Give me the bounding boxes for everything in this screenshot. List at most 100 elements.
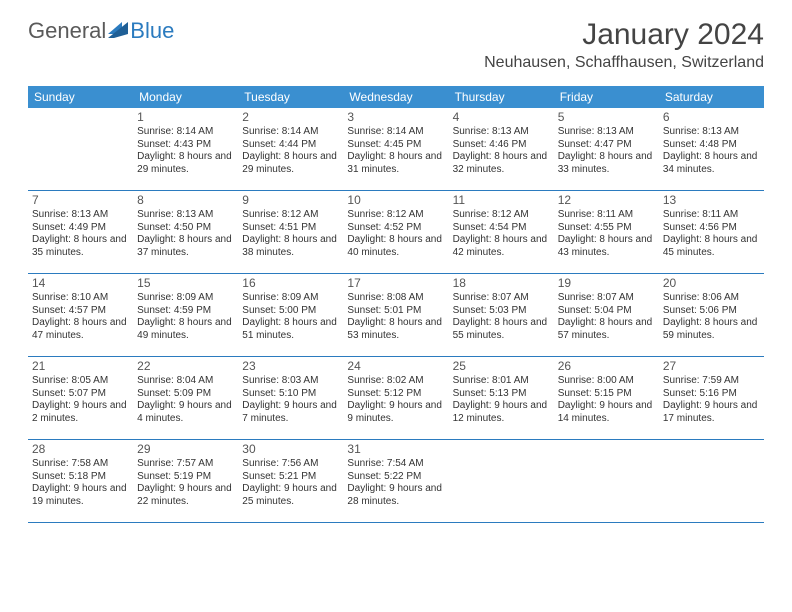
sunset-line: Sunset: 5:03 PM: [453, 305, 550, 318]
day-cell: 23Sunrise: 8:03 AMSunset: 5:10 PMDayligh…: [238, 357, 343, 439]
sunrise-line: Sunrise: 8:12 AM: [242, 209, 339, 222]
sunset-line: Sunset: 5:10 PM: [242, 388, 339, 401]
day-number: 13: [663, 193, 760, 208]
sunrise-line: Sunrise: 8:12 AM: [453, 209, 550, 222]
day-number: 24: [347, 359, 444, 374]
daylight-line: Daylight: 9 hours and 7 minutes.: [242, 400, 339, 425]
sunset-line: Sunset: 4:50 PM: [137, 222, 234, 235]
daylight-line: Daylight: 8 hours and 55 minutes.: [453, 317, 550, 342]
sunset-line: Sunset: 4:48 PM: [663, 139, 760, 152]
sunrise-line: Sunrise: 8:14 AM: [242, 126, 339, 139]
day-cell: 16Sunrise: 8:09 AMSunset: 5:00 PMDayligh…: [238, 274, 343, 356]
daylight-line: Daylight: 9 hours and 14 minutes.: [558, 400, 655, 425]
week-row: 28Sunrise: 7:58 AMSunset: 5:18 PMDayligh…: [28, 440, 764, 523]
day-number: 19: [558, 276, 655, 291]
sunset-line: Sunset: 4:59 PM: [137, 305, 234, 318]
month-title: January 2024: [484, 18, 764, 52]
daylight-line: Daylight: 8 hours and 53 minutes.: [347, 317, 444, 342]
day-cell: [554, 440, 659, 522]
day-number: 5: [558, 110, 655, 125]
sunrise-line: Sunrise: 8:00 AM: [558, 375, 655, 388]
sunset-line: Sunset: 5:15 PM: [558, 388, 655, 401]
sunrise-line: Sunrise: 8:08 AM: [347, 292, 444, 305]
sunset-line: Sunset: 5:06 PM: [663, 305, 760, 318]
day-cell: 27Sunrise: 7:59 AMSunset: 5:16 PMDayligh…: [659, 357, 764, 439]
day-cell: [449, 440, 554, 522]
daylight-line: Daylight: 8 hours and 47 minutes.: [32, 317, 129, 342]
day-cell: 30Sunrise: 7:56 AMSunset: 5:21 PMDayligh…: [238, 440, 343, 522]
day-cell: 22Sunrise: 8:04 AMSunset: 5:09 PMDayligh…: [133, 357, 238, 439]
week-row: 1Sunrise: 8:14 AMSunset: 4:43 PMDaylight…: [28, 108, 764, 191]
day-cell: 10Sunrise: 8:12 AMSunset: 4:52 PMDayligh…: [343, 191, 448, 273]
day-cell: 3Sunrise: 8:14 AMSunset: 4:45 PMDaylight…: [343, 108, 448, 190]
day-cell: 8Sunrise: 8:13 AMSunset: 4:50 PMDaylight…: [133, 191, 238, 273]
flag-icon: [108, 22, 130, 40]
sunset-line: Sunset: 4:56 PM: [663, 222, 760, 235]
day-header-row: SundayMondayTuesdayWednesdayThursdayFrid…: [28, 86, 764, 108]
day-cell: [28, 108, 133, 190]
daylight-line: Daylight: 9 hours and 17 minutes.: [663, 400, 760, 425]
day-number: 8: [137, 193, 234, 208]
day-cell: 13Sunrise: 8:11 AMSunset: 4:56 PMDayligh…: [659, 191, 764, 273]
daylight-line: Daylight: 8 hours and 33 minutes.: [558, 151, 655, 176]
sunset-line: Sunset: 4:44 PM: [242, 139, 339, 152]
sunset-line: Sunset: 5:16 PM: [663, 388, 760, 401]
daylight-line: Daylight: 9 hours and 12 minutes.: [453, 400, 550, 425]
sunrise-line: Sunrise: 8:11 AM: [663, 209, 760, 222]
day-number: 1: [137, 110, 234, 125]
day-number: 12: [558, 193, 655, 208]
day-header: Saturday: [659, 86, 764, 108]
sunset-line: Sunset: 5:07 PM: [32, 388, 129, 401]
sunrise-line: Sunrise: 8:14 AM: [347, 126, 444, 139]
sunrise-line: Sunrise: 8:03 AM: [242, 375, 339, 388]
sunrise-line: Sunrise: 7:59 AM: [663, 375, 760, 388]
day-number: 31: [347, 442, 444, 457]
day-cell: 5Sunrise: 8:13 AMSunset: 4:47 PMDaylight…: [554, 108, 659, 190]
day-cell: 7Sunrise: 8:13 AMSunset: 4:49 PMDaylight…: [28, 191, 133, 273]
day-cell: 1Sunrise: 8:14 AMSunset: 4:43 PMDaylight…: [133, 108, 238, 190]
daylight-line: Daylight: 8 hours and 40 minutes.: [347, 234, 444, 259]
daylight-line: Daylight: 8 hours and 49 minutes.: [137, 317, 234, 342]
day-header: Tuesday: [238, 86, 343, 108]
day-number: 28: [32, 442, 129, 457]
sunset-line: Sunset: 5:13 PM: [453, 388, 550, 401]
day-cell: 20Sunrise: 8:06 AMSunset: 5:06 PMDayligh…: [659, 274, 764, 356]
sunset-line: Sunset: 5:01 PM: [347, 305, 444, 318]
day-cell: 17Sunrise: 8:08 AMSunset: 5:01 PMDayligh…: [343, 274, 448, 356]
sunset-line: Sunset: 5:21 PM: [242, 471, 339, 484]
day-cell: 24Sunrise: 8:02 AMSunset: 5:12 PMDayligh…: [343, 357, 448, 439]
sunset-line: Sunset: 4:43 PM: [137, 139, 234, 152]
day-number: 3: [347, 110, 444, 125]
brand-word-2: Blue: [130, 18, 174, 44]
day-cell: 18Sunrise: 8:07 AMSunset: 5:03 PMDayligh…: [449, 274, 554, 356]
calendar: SundayMondayTuesdayWednesdayThursdayFrid…: [28, 86, 764, 523]
day-number: 21: [32, 359, 129, 374]
brand-logo: General Blue: [28, 18, 174, 44]
daylight-line: Daylight: 9 hours and 22 minutes.: [137, 483, 234, 508]
sunrise-line: Sunrise: 8:07 AM: [558, 292, 655, 305]
sunset-line: Sunset: 4:54 PM: [453, 222, 550, 235]
day-header: Wednesday: [343, 86, 448, 108]
daylight-line: Daylight: 8 hours and 35 minutes.: [32, 234, 129, 259]
daylight-line: Daylight: 8 hours and 29 minutes.: [242, 151, 339, 176]
sunrise-line: Sunrise: 8:12 AM: [347, 209, 444, 222]
sunrise-line: Sunrise: 8:09 AM: [242, 292, 339, 305]
day-number: 29: [137, 442, 234, 457]
sunset-line: Sunset: 4:52 PM: [347, 222, 444, 235]
sunrise-line: Sunrise: 8:06 AM: [663, 292, 760, 305]
day-number: 7: [32, 193, 129, 208]
daylight-line: Daylight: 8 hours and 38 minutes.: [242, 234, 339, 259]
sunrise-line: Sunrise: 8:11 AM: [558, 209, 655, 222]
day-cell: 31Sunrise: 7:54 AMSunset: 5:22 PMDayligh…: [343, 440, 448, 522]
day-number: 16: [242, 276, 339, 291]
day-number: 2: [242, 110, 339, 125]
title-block: January 2024 Neuhausen, Schaffhausen, Sw…: [484, 18, 764, 72]
daylight-line: Daylight: 8 hours and 59 minutes.: [663, 317, 760, 342]
daylight-line: Daylight: 8 hours and 37 minutes.: [137, 234, 234, 259]
day-number: 20: [663, 276, 760, 291]
sunrise-line: Sunrise: 8:13 AM: [32, 209, 129, 222]
daylight-line: Daylight: 8 hours and 29 minutes.: [137, 151, 234, 176]
week-row: 21Sunrise: 8:05 AMSunset: 5:07 PMDayligh…: [28, 357, 764, 440]
sunrise-line: Sunrise: 8:14 AM: [137, 126, 234, 139]
sunrise-line: Sunrise: 8:10 AM: [32, 292, 129, 305]
